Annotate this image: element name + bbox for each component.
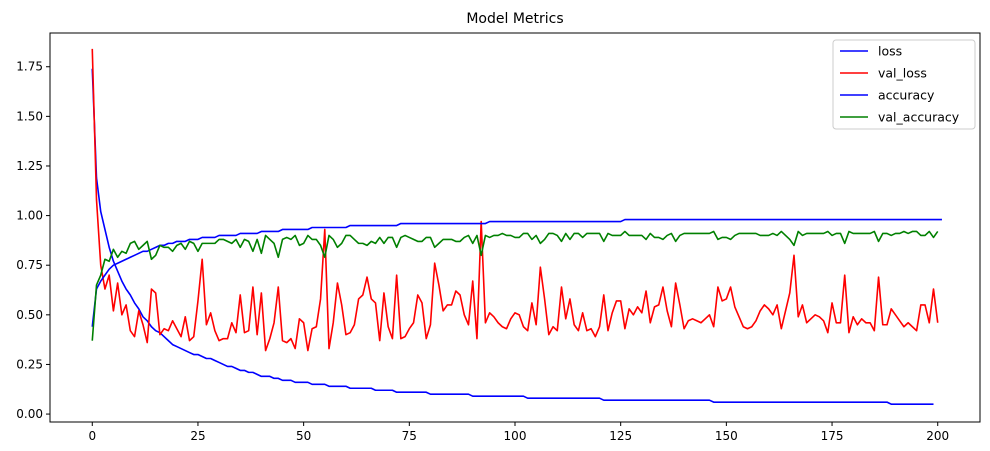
series-line-loss: [91, 68, 934, 405]
x-tick-label: 100: [504, 429, 527, 443]
y-tick-label: 1.75: [16, 60, 43, 74]
legend-label-accuracy: accuracy: [878, 88, 935, 103]
series-line-val-accuracy: [91, 230, 939, 341]
x-tick-label: 150: [715, 429, 738, 443]
series-layer: [91, 48, 942, 405]
y-tick-label: 0.50: [16, 308, 43, 322]
legend-label-val-loss: val_loss: [878, 66, 927, 81]
plot-area: 0 25 50 75 100 125 150 175 200 0.00 0.25 0.50 0.75 1…: [16, 32, 981, 443]
y-tick-label: 1.00: [16, 209, 43, 223]
x-tick-label: 75: [402, 429, 417, 443]
legend-label-loss: loss: [878, 44, 902, 59]
y-tick-label: 0.25: [16, 357, 43, 371]
x-tick-label: 25: [190, 429, 205, 443]
x-tick-label: 175: [821, 429, 844, 443]
legend-box: [832, 39, 976, 130]
series-line-val-loss: [91, 48, 939, 352]
x-tick-label: 200: [926, 429, 949, 443]
y-tick-label: 1.50: [16, 109, 43, 123]
x-tick-label: 125: [609, 429, 632, 443]
x-axis: 0 25 50 75 100 125 150 175 200: [88, 422, 949, 443]
y-tick-label: 0.75: [16, 258, 43, 272]
legend: loss val_loss accuracy val_accuracy: [832, 39, 976, 130]
series-line-accuracy: [91, 218, 942, 327]
y-tick-label: 0.00: [16, 407, 43, 421]
x-tick-label: 0: [88, 429, 96, 443]
x-tick-label: 50: [296, 429, 311, 443]
legend-entries: loss val_loss accuracy val_accuracy: [840, 44, 960, 125]
chart-title: Model Metrics: [466, 11, 563, 27]
legend-label-val-accuracy: val_accuracy: [878, 110, 960, 125]
y-tick-label: 1.25: [16, 159, 43, 173]
y-axis: 0.00 0.25 0.50 0.75 1.00 1.25 1.50 1.75: [16, 60, 50, 421]
